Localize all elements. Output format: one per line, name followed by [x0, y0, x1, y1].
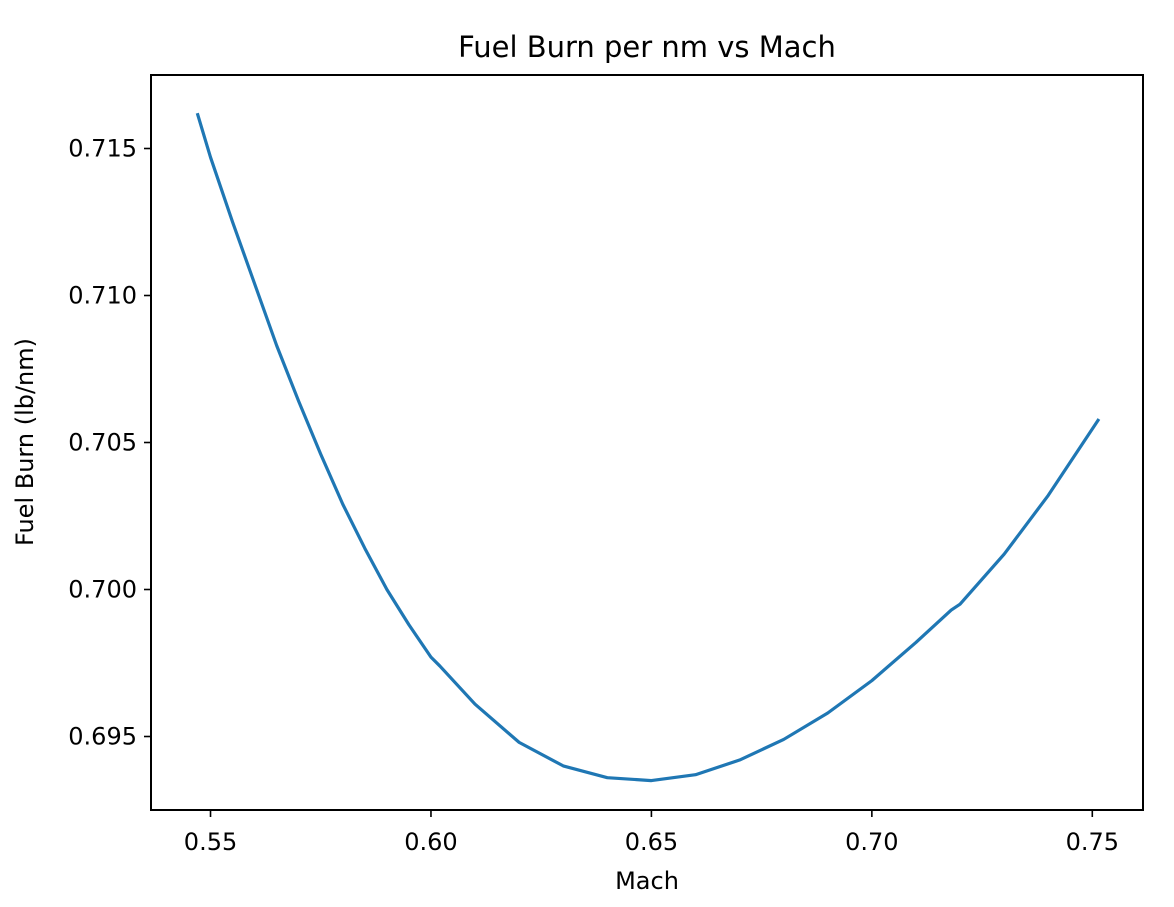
x-tick-label: 0.55	[184, 828, 237, 856]
x-axis-label: Mach	[615, 867, 679, 895]
x-tick-label: 0.70	[845, 828, 898, 856]
series-line	[195, 112, 1101, 783]
y-tick-label: 0.710	[68, 282, 137, 310]
y-axis-label: Fuel Burn (lb/nm)	[11, 338, 39, 546]
plot-area	[195, 112, 1101, 783]
x-tick-label: 0.65	[625, 828, 678, 856]
y-tick-label: 0.705	[68, 429, 137, 457]
x-axis: 0.55 0.60 0.65 0.70 0.75	[184, 810, 1119, 856]
y-tick-label: 0.715	[68, 135, 137, 163]
y-tick-label: 0.695	[68, 723, 137, 751]
chart-title: Fuel Burn per nm vs Mach	[458, 30, 836, 64]
plot-frame	[150, 74, 1144, 811]
x-tick-label: 0.75	[1066, 828, 1119, 856]
y-axis: 0.695 0.700 0.705 0.710 0.715	[68, 135, 151, 751]
x-tick-label: 0.60	[404, 828, 457, 856]
y-tick-label: 0.700	[68, 576, 137, 604]
